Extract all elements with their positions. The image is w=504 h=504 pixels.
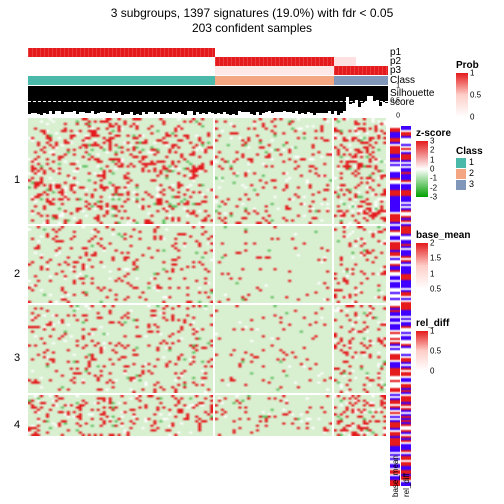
track-p3	[28, 66, 388, 75]
side-annotation-columns	[390, 126, 412, 486]
label-rel-diff: rel_diff	[402, 473, 411, 497]
plot-title: 3 subgroups, 1397 signatures (19.0%) wit…	[0, 0, 504, 20]
legend-class: Class 123	[456, 146, 483, 190]
row-label: 4	[14, 419, 20, 431]
track-class	[28, 76, 388, 85]
legend-basemean: base_mean 21.510.5	[416, 230, 470, 291]
track-labels: p1 p2 p3 Class Silhouette score	[390, 48, 434, 119]
track-silhouette: 00.51	[28, 86, 388, 116]
row-label: 1	[14, 174, 20, 186]
legend-prob: Prob 10.50	[456, 60, 479, 119]
legend-zscore: z-score 3210-1-2-3	[416, 128, 451, 199]
label-base-mean: base_mean	[391, 455, 400, 497]
track-p2	[28, 57, 388, 66]
track-p1	[28, 48, 388, 57]
row-label: 3	[14, 352, 20, 364]
heatmap	[28, 118, 388, 436]
legend-reldiff: rel_diff 10.50	[416, 318, 449, 373]
plot-subtitle: 203 confident samples	[0, 20, 504, 35]
row-label: 2	[14, 268, 20, 280]
figure-main: 00.51	[28, 48, 388, 488]
